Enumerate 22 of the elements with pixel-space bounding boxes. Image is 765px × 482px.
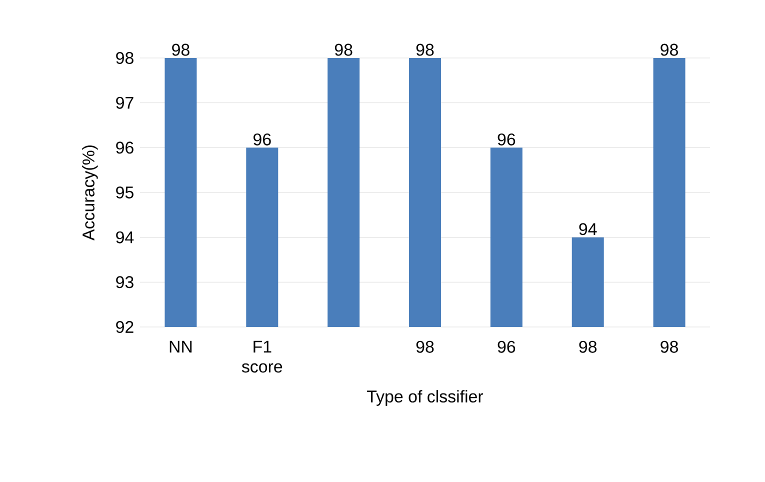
y-tick-label: 98 (116, 52, 134, 64)
x-tick-label: NN (170, 340, 192, 352)
y-tick-label: 95 (116, 186, 134, 198)
data-label: 98 (660, 44, 678, 56)
x-tick-label: 98 (579, 340, 597, 353)
y-axis-title: Accuracy(%) (82, 146, 98, 240)
data-label: 96 (254, 133, 271, 146)
y-tick-label: 92 (116, 320, 134, 333)
data-label: 98 (334, 44, 352, 56)
y-tick-label: 93 (116, 276, 134, 288)
data-label: 98 (172, 44, 190, 56)
data-label: 96 (498, 133, 516, 146)
data-label: 98 (416, 44, 434, 56)
y-tick-label: 94 (116, 231, 134, 244)
x-axis-title: Type of clssifier (367, 390, 484, 406)
data-label: 94 (579, 223, 597, 236)
x-tick-label: F1 score (242, 340, 282, 373)
x-tick-label: 98 (660, 340, 678, 353)
y-tick-label: 96 (116, 142, 134, 154)
y-tick-label: 97 (116, 96, 134, 109)
x-tick-label: 98 (416, 340, 434, 353)
x-tick-label: 96 (498, 340, 516, 353)
